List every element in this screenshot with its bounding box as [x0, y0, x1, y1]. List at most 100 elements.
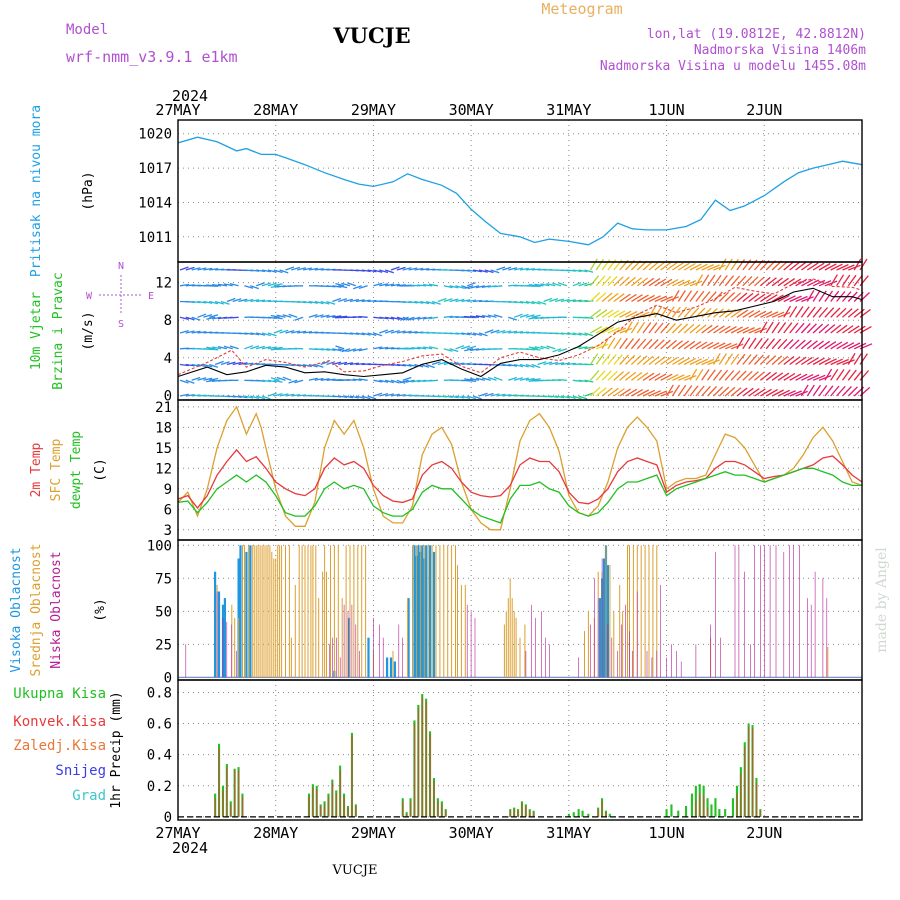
wind-arrow [718, 291, 729, 302]
wind-arrow [423, 283, 433, 287]
y-tick-pressure-1014: 1014 [138, 195, 172, 211]
wind-arrow [760, 293, 772, 303]
wind-arrow [718, 308, 730, 318]
precip-total-bar [731, 798, 734, 817]
precip-conv-bar [521, 802, 523, 817]
wind-arrow [179, 379, 189, 384]
wind-arrow [229, 282, 239, 287]
cloud-bar-mid [275, 558, 277, 678]
wind-arrow [801, 261, 813, 271]
wind-arrow [461, 285, 471, 290]
wind-arrow [461, 395, 471, 400]
precip-conv-bar [331, 782, 333, 817]
wind-arrow [847, 325, 860, 334]
wind-arrow [437, 361, 447, 366]
wind-arrow [232, 395, 242, 399]
wind-arrow [555, 395, 565, 399]
wind-arrow [209, 314, 219, 318]
cloud-bar-low [734, 545, 736, 678]
cloud-bar-low [651, 657, 653, 678]
wind-arrow [525, 377, 535, 381]
wind-arrow [795, 295, 808, 303]
wind-arrow [848, 342, 861, 350]
wind-arrow [373, 346, 383, 350]
wind-arrow [390, 316, 400, 321]
wind-arrow [578, 379, 588, 383]
wind-arrow [475, 377, 485, 381]
wind-arrow [217, 283, 228, 287]
wind-arrow [771, 372, 784, 381]
cloud-bar-low [343, 604, 345, 678]
wind-arrow [490, 269, 500, 274]
wind-arrow [244, 332, 254, 336]
credit-watermark: made by Angel [874, 547, 890, 653]
wind-arrow [783, 278, 796, 287]
wind-arrow [285, 266, 295, 271]
direction-legend-w: W [86, 291, 93, 302]
wind-arrow [625, 388, 638, 397]
wind-arrow [759, 276, 771, 287]
wind-arrow [648, 295, 661, 303]
wind-arrow [229, 316, 239, 319]
wind-arrow [666, 261, 678, 271]
wind-arrow [308, 300, 318, 304]
wind-arrow [203, 331, 213, 334]
wind-arrow [285, 393, 295, 397]
wind-arrow [212, 316, 222, 320]
wind-arrow [423, 316, 433, 320]
wind-arrow [490, 329, 500, 334]
wind-arrow [508, 316, 517, 321]
cloud-bar-low [607, 624, 609, 678]
wind-arrow [326, 348, 336, 352]
precip-conv-bar [751, 728, 754, 817]
wind-arrow [677, 323, 689, 334]
temp-2m-line [177, 448, 863, 509]
cloud-unit-label: (%) [93, 598, 108, 621]
wind-arrow [349, 332, 360, 336]
wind-arrow [759, 338, 769, 350]
wind-arrow [464, 348, 474, 352]
wind-arrow [179, 363, 189, 367]
cloud-bar-low [720, 637, 721, 678]
wind-arrow [595, 353, 605, 365]
wind-arrow [355, 299, 365, 303]
wind-arrow [558, 282, 568, 287]
wind-arrow [718, 386, 730, 397]
wind-arrow [677, 357, 690, 366]
wind-arrow [783, 305, 792, 318]
wind-arrow [546, 345, 556, 350]
wind-arrow [428, 283, 439, 287]
y-tick-pressure-1020: 1020 [138, 127, 172, 143]
wind-arrow [595, 343, 609, 350]
wind-arrow [469, 377, 480, 381]
precip-label: 1hr Precip (mm) [109, 691, 124, 808]
wind-arrow [642, 322, 652, 334]
cloud-bar-low [594, 578, 595, 678]
wind-arrow [642, 355, 654, 366]
wind-arrow [654, 339, 665, 350]
wind-arrow [853, 353, 862, 365]
wind-arrow [584, 392, 594, 397]
wind-arrow [326, 378, 336, 381]
wind-arrow [549, 298, 559, 303]
wind-arrow [812, 357, 825, 366]
wind-arrow [475, 285, 485, 289]
cloud-bar-low [807, 598, 808, 678]
wind-arrow [847, 352, 856, 365]
wind-arrow [572, 332, 582, 336]
cloud-bar-low [470, 611, 472, 678]
wind-arrow [589, 275, 600, 287]
precip-legend-3: Snijeg [55, 763, 106, 779]
wind-arrow [783, 261, 795, 271]
wind-arrow [288, 379, 298, 384]
wind-arrow [267, 379, 277, 383]
wind-arrow [807, 374, 820, 381]
wind-arrow [619, 337, 628, 350]
wind-arrow [373, 392, 383, 397]
wind-arrow [842, 386, 852, 397]
wind-arrow [812, 290, 821, 302]
precip-conv-bar [597, 809, 599, 817]
cloud-bar-mid [503, 624, 505, 678]
wind-arrow [267, 316, 277, 320]
wind-arrow [261, 269, 271, 273]
